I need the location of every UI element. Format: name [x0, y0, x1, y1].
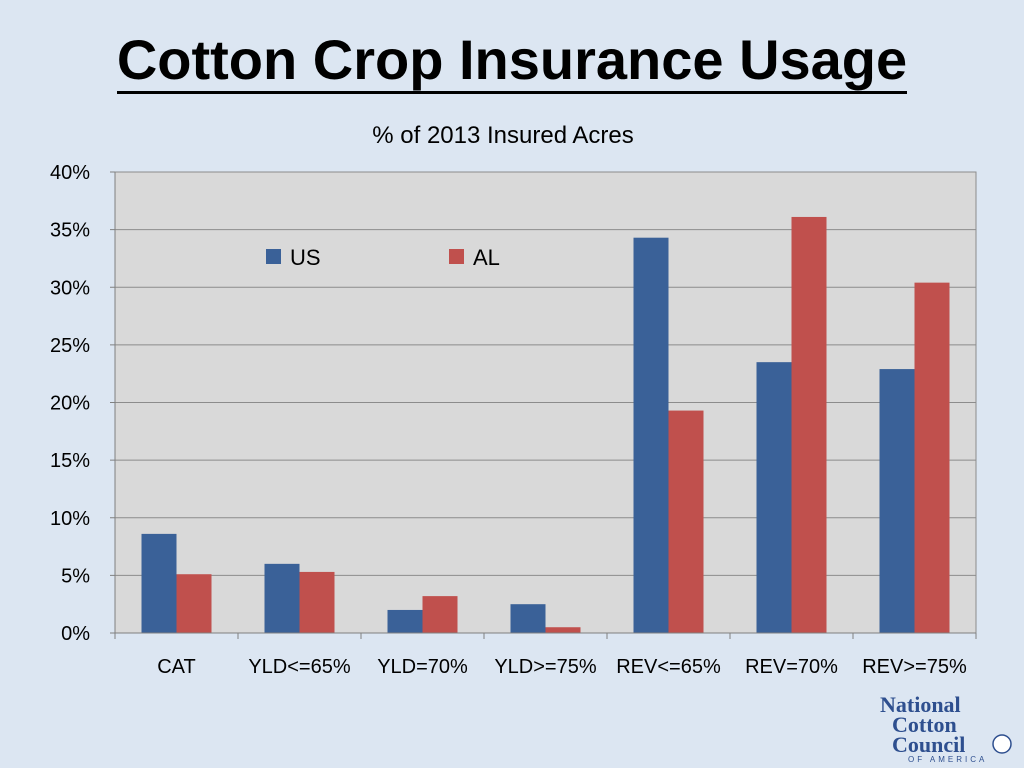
- legend-label-al: AL: [473, 245, 500, 270]
- bar-us: [879, 369, 915, 633]
- y-tick-label: 0%: [61, 623, 90, 645]
- bar-al: [791, 216, 827, 633]
- bar-al: [176, 574, 212, 633]
- x-tick-label: REV>=75%: [862, 656, 967, 678]
- axes: [110, 171, 977, 639]
- y-tick-label: 35%: [50, 220, 90, 242]
- slide-title: Cotton Crop Insurance Usage: [0, 24, 1024, 96]
- y-tick-label: 5%: [61, 565, 90, 587]
- bar-al: [422, 596, 458, 633]
- national-cotton-council-logo: National Cotton Council OF AMERICA: [880, 692, 1012, 764]
- cotton-boll-icon: [992, 734, 1012, 754]
- bar-us: [510, 604, 546, 633]
- chart-title: % of 2013 Insured Acres: [372, 122, 634, 149]
- legend-swatch-us: [266, 249, 281, 264]
- x-tick-label: CAT: [157, 656, 196, 678]
- bar-al: [914, 282, 950, 633]
- bar-al: [668, 410, 704, 633]
- bar-us: [141, 533, 177, 633]
- bar-us: [387, 609, 423, 633]
- y-tick-label: 15%: [50, 450, 90, 472]
- logo-tagline: OF AMERICA: [908, 755, 987, 764]
- bar-al: [299, 571, 335, 633]
- y-tick-label: 20%: [50, 393, 90, 415]
- bar-us: [756, 362, 792, 633]
- y-tick-label: 10%: [50, 508, 90, 530]
- logo-line-3: Council: [892, 732, 965, 757]
- bar-al: [545, 627, 581, 633]
- x-tick-label: REV=70%: [745, 656, 838, 678]
- x-tick-label: REV<=65%: [616, 656, 721, 678]
- slide-title-text: Cotton Crop Insurance Usage: [116, 28, 908, 94]
- bars: [141, 216, 950, 633]
- x-tick-labels: CAT YLD<=65% YLD=70% YLD>=75% REV<=65% REV=70…: [157, 656, 967, 678]
- y-tick-label: 30%: [50, 277, 90, 299]
- y-tick-labels: 0% 5% 10% 15% 20% 25% 30% 35% 40%: [50, 162, 90, 645]
- x-tick-label: YLD>=75%: [494, 656, 597, 678]
- x-tick-label: YLD=70%: [377, 656, 468, 678]
- bar-us: [264, 563, 300, 633]
- legend-swatch-al: [449, 249, 464, 264]
- gridlines: [115, 229, 976, 576]
- bar-us: [633, 237, 669, 633]
- legend: US AL: [266, 245, 500, 270]
- logo-line-2: Cotton: [892, 712, 957, 737]
- y-tick-label: 40%: [50, 162, 90, 184]
- logo-line-1: National: [880, 692, 961, 717]
- y-tick-label: 25%: [50, 335, 90, 357]
- legend-label-us: US: [290, 245, 321, 270]
- x-tick-label: YLD<=65%: [248, 656, 351, 678]
